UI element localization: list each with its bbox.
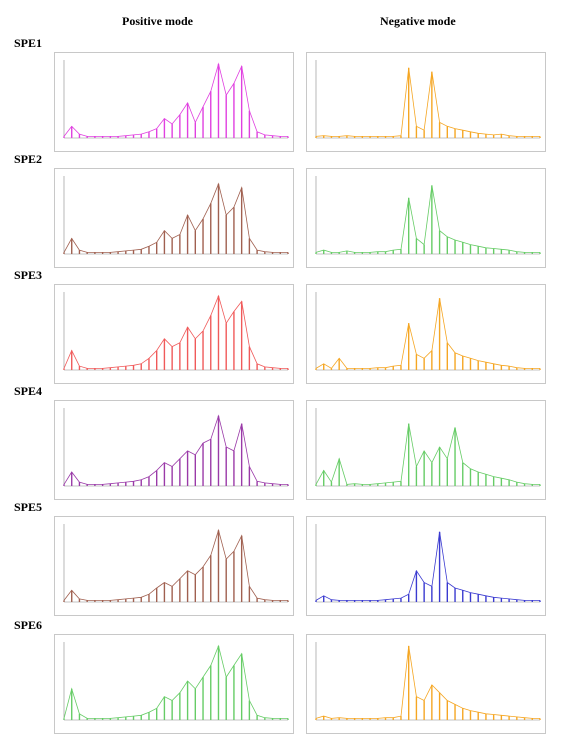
series-line <box>63 528 288 601</box>
series-line <box>63 414 288 485</box>
chromatogram-spe4-negative <box>306 400 546 500</box>
chromatogram-svg <box>306 516 546 616</box>
chromatogram-spe1-positive <box>54 52 294 152</box>
plot-frame <box>306 516 546 616</box>
series-line <box>315 298 540 369</box>
chromatogram-svg <box>54 284 294 384</box>
chromatogram-spe4-positive <box>54 400 294 500</box>
series-line <box>315 423 540 485</box>
row-label-spe1: SPE1 <box>14 36 43 50</box>
positive-mode-header: Positive mode <box>122 14 193 28</box>
series-line <box>315 67 540 137</box>
chromatogram-svg <box>54 634 294 734</box>
chromatogram-spe5-negative <box>306 516 546 616</box>
chromatogram-svg <box>306 52 546 152</box>
chromatogram-svg <box>54 400 294 500</box>
plot-frame <box>54 634 294 734</box>
chromatogram-svg <box>54 168 294 268</box>
chromatogram-spe6-positive <box>54 634 294 734</box>
chromatogram-svg <box>54 516 294 616</box>
plot-frame <box>54 52 294 152</box>
plot-frame <box>54 400 294 500</box>
row-label-spe3: SPE3 <box>14 268 43 282</box>
plot-frame <box>54 168 294 268</box>
chromatogram-svg <box>306 284 546 384</box>
chromatogram-svg <box>54 52 294 152</box>
chromatogram-svg <box>306 168 546 268</box>
negative-mode-header: Negative mode <box>380 14 456 28</box>
chromatogram-spe1-negative <box>306 52 546 152</box>
row-label-spe4: SPE4 <box>14 384 43 398</box>
series-line <box>315 531 540 601</box>
series-line <box>315 645 540 719</box>
row-label-spe6: SPE6 <box>14 618 43 632</box>
series-line <box>63 62 288 137</box>
chromatogram-spe3-negative <box>306 284 546 384</box>
chromatogram-svg <box>306 400 546 500</box>
chromatogram-svg <box>306 634 546 734</box>
plot-frame <box>306 634 546 734</box>
series-line <box>63 294 288 369</box>
chromatogram-spe2-positive <box>54 168 294 268</box>
plot-frame <box>54 516 294 616</box>
chromatogram-spe2-negative <box>306 168 546 268</box>
series-line <box>63 182 288 253</box>
series-line <box>315 185 540 253</box>
plot-frame <box>54 284 294 384</box>
chromatogram-spe5-positive <box>54 516 294 616</box>
row-label-spe5: SPE5 <box>14 500 43 514</box>
row-label-spe2: SPE2 <box>14 152 43 166</box>
chromatogram-spe6-negative <box>306 634 546 734</box>
chromatogram-spe3-positive <box>54 284 294 384</box>
series-line <box>63 644 288 719</box>
